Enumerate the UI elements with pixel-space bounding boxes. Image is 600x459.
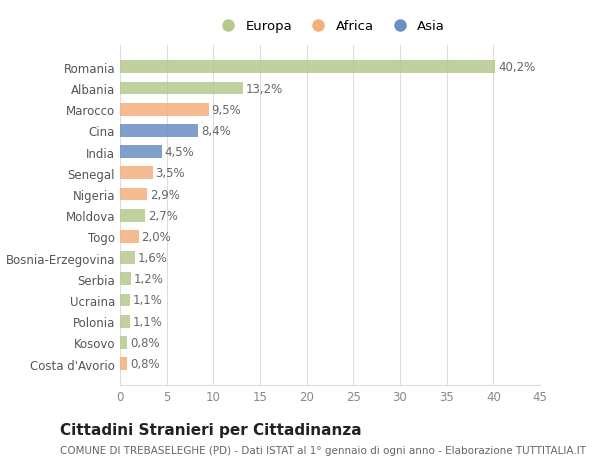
Text: 1,2%: 1,2%	[134, 273, 164, 285]
Text: COMUNE DI TREBASELEGHE (PD) - Dati ISTAT al 1° gennaio di ogni anno - Elaborazio: COMUNE DI TREBASELEGHE (PD) - Dati ISTAT…	[60, 446, 586, 455]
Text: 1,6%: 1,6%	[138, 252, 167, 264]
Bar	[120, 104, 209, 116]
Bar	[120, 146, 162, 159]
Text: 13,2%: 13,2%	[246, 82, 283, 95]
Text: 2,0%: 2,0%	[142, 230, 171, 243]
Text: 8,4%: 8,4%	[201, 125, 231, 138]
Text: 9,5%: 9,5%	[211, 103, 241, 117]
Text: 1,1%: 1,1%	[133, 294, 163, 307]
Bar	[120, 167, 152, 180]
Text: 1,1%: 1,1%	[133, 315, 163, 328]
Text: 4,5%: 4,5%	[165, 146, 194, 159]
Bar	[120, 188, 147, 201]
Text: 2,9%: 2,9%	[150, 188, 180, 201]
Bar	[120, 125, 199, 138]
Text: 40,2%: 40,2%	[498, 61, 535, 74]
Bar	[120, 358, 127, 370]
Text: 0,8%: 0,8%	[130, 357, 160, 370]
Bar	[120, 83, 243, 95]
Text: 3,5%: 3,5%	[155, 167, 185, 180]
Text: 2,7%: 2,7%	[148, 209, 178, 222]
Bar	[120, 230, 139, 243]
Bar	[120, 315, 130, 328]
Text: Cittadini Stranieri per Cittadinanza: Cittadini Stranieri per Cittadinanza	[60, 422, 362, 437]
Bar	[120, 62, 495, 74]
Bar	[120, 273, 131, 285]
Bar	[120, 294, 130, 307]
Bar	[120, 252, 135, 264]
Bar	[120, 336, 127, 349]
Text: 0,8%: 0,8%	[130, 336, 160, 349]
Bar	[120, 209, 145, 222]
Legend: Europa, Africa, Asia: Europa, Africa, Asia	[209, 15, 451, 39]
